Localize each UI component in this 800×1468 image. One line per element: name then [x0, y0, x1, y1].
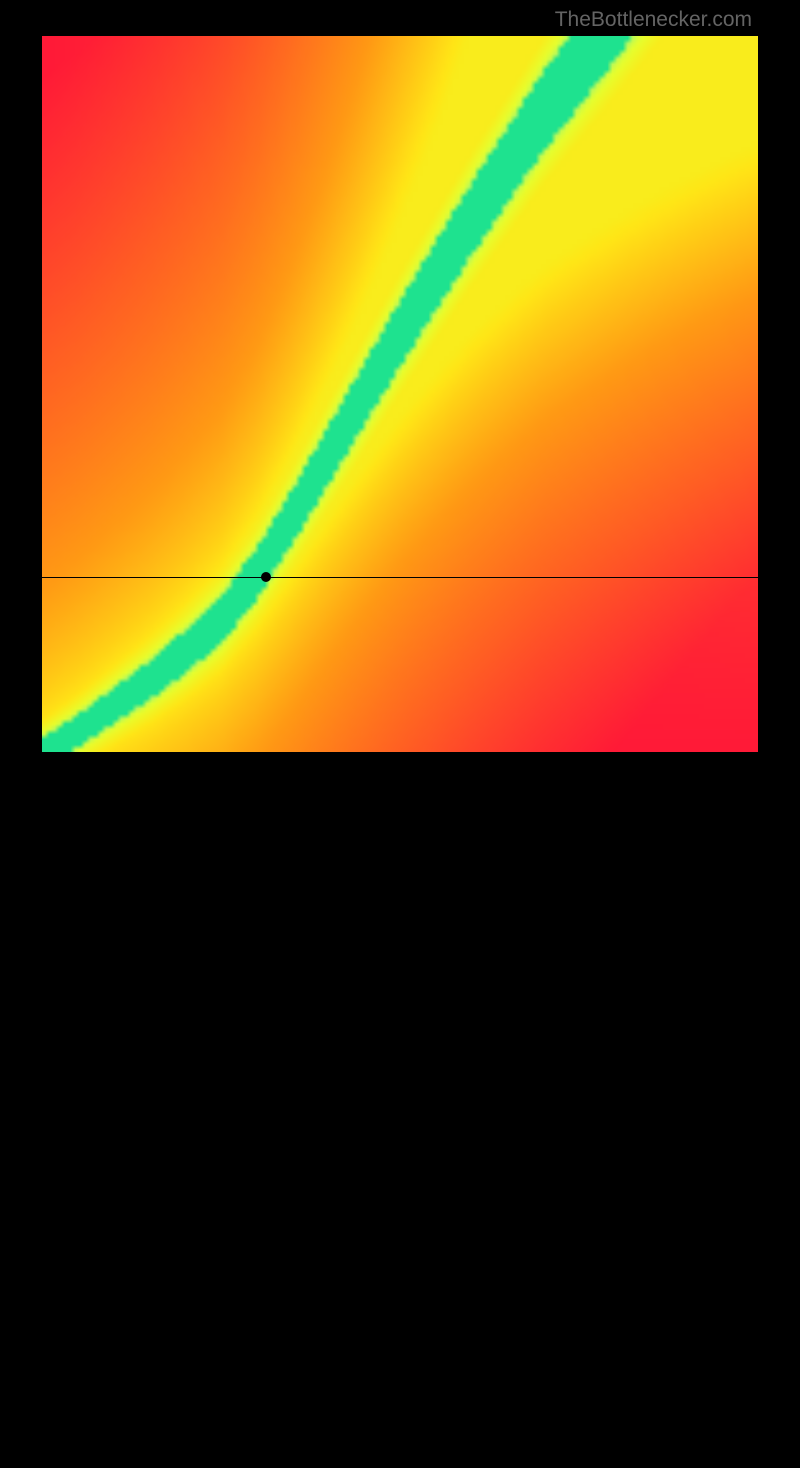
bottleneck-heatmap	[42, 36, 758, 752]
watermark-text: TheBottlenecker.com	[555, 8, 752, 32]
heatmap-canvas	[42, 36, 758, 752]
crosshair-horizontal	[42, 577, 758, 578]
crosshair-vertical	[266, 752, 267, 1468]
selection-marker-dot	[261, 572, 271, 582]
